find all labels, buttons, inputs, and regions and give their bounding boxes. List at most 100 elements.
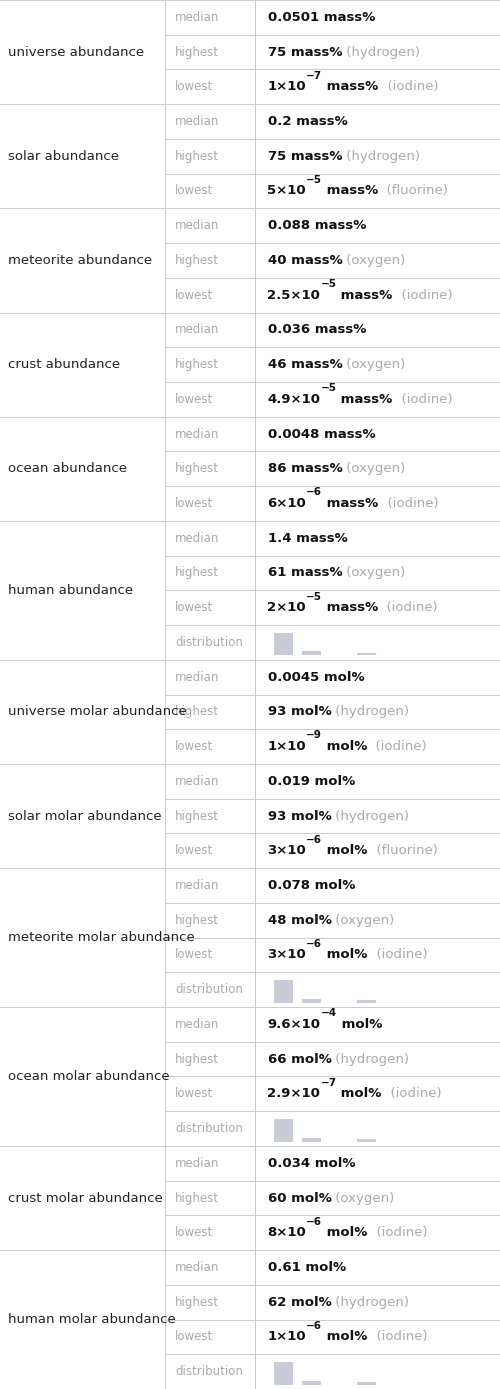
Bar bbox=[302, 1381, 321, 1385]
Text: 6×10: 6×10 bbox=[268, 497, 306, 510]
Text: (iodine): (iodine) bbox=[368, 740, 427, 753]
Text: 93 mol%: 93 mol% bbox=[268, 706, 331, 718]
Text: distribution: distribution bbox=[175, 983, 243, 996]
Bar bbox=[274, 1363, 293, 1385]
Bar bbox=[302, 999, 321, 1003]
Text: (iodine): (iodine) bbox=[382, 1088, 442, 1100]
Text: (iodine): (iodine) bbox=[368, 1331, 427, 1343]
Text: (oxygen): (oxygen) bbox=[342, 358, 406, 371]
Text: lowest: lowest bbox=[175, 185, 214, 197]
Bar bbox=[356, 1382, 376, 1385]
Text: lowest: lowest bbox=[175, 601, 214, 614]
Text: (fluorine): (fluorine) bbox=[368, 845, 438, 857]
Text: median: median bbox=[175, 1261, 220, 1274]
Text: 0.034 mol%: 0.034 mol% bbox=[268, 1157, 355, 1170]
Text: highest: highest bbox=[175, 46, 219, 58]
Text: median: median bbox=[175, 11, 220, 24]
Text: −5: −5 bbox=[320, 279, 336, 289]
Text: (oxygen): (oxygen) bbox=[342, 254, 406, 267]
Text: mass%: mass% bbox=[322, 497, 378, 510]
Bar bbox=[302, 651, 321, 656]
Text: 5×10: 5×10 bbox=[268, 185, 306, 197]
Text: 1×10: 1×10 bbox=[268, 81, 306, 93]
Text: 40 mass%: 40 mass% bbox=[268, 254, 342, 267]
Text: mass%: mass% bbox=[336, 393, 393, 406]
Text: highest: highest bbox=[175, 914, 219, 926]
Text: 0.036 mass%: 0.036 mass% bbox=[268, 324, 366, 336]
Text: 60 mol%: 60 mol% bbox=[268, 1192, 332, 1204]
Text: highest: highest bbox=[175, 1192, 219, 1204]
Bar bbox=[356, 1139, 376, 1142]
Text: highest: highest bbox=[175, 1053, 219, 1065]
Text: lowest: lowest bbox=[175, 949, 214, 961]
Text: (hydrogen): (hydrogen) bbox=[342, 150, 420, 163]
Text: ocean molar abundance: ocean molar abundance bbox=[8, 1070, 169, 1083]
Bar bbox=[356, 653, 376, 656]
Text: −7: −7 bbox=[306, 71, 322, 81]
Text: universe abundance: universe abundance bbox=[8, 46, 143, 58]
Text: 0.019 mol%: 0.019 mol% bbox=[268, 775, 355, 788]
Text: mass%: mass% bbox=[322, 601, 378, 614]
Text: mol%: mol% bbox=[322, 1331, 368, 1343]
Text: lowest: lowest bbox=[175, 1331, 214, 1343]
Text: median: median bbox=[175, 532, 220, 544]
Text: 2.5×10: 2.5×10 bbox=[268, 289, 320, 301]
Text: crust molar abundance: crust molar abundance bbox=[8, 1192, 162, 1204]
Text: 75 mass%: 75 mass% bbox=[268, 150, 342, 163]
Text: lowest: lowest bbox=[175, 393, 214, 406]
Text: ocean abundance: ocean abundance bbox=[8, 463, 126, 475]
Text: median: median bbox=[175, 219, 220, 232]
Text: median: median bbox=[175, 115, 220, 128]
Text: distribution: distribution bbox=[175, 636, 243, 649]
Text: (iodine): (iodine) bbox=[378, 81, 438, 93]
Text: (oxygen): (oxygen) bbox=[342, 463, 406, 475]
Text: median: median bbox=[175, 671, 220, 683]
Text: 0.0045 mol%: 0.0045 mol% bbox=[268, 671, 364, 683]
Text: 0.61 mol%: 0.61 mol% bbox=[268, 1261, 345, 1274]
Text: 9.6×10: 9.6×10 bbox=[268, 1018, 320, 1031]
Text: crust abundance: crust abundance bbox=[8, 358, 119, 371]
Text: median: median bbox=[175, 428, 220, 440]
Text: lowest: lowest bbox=[175, 289, 214, 301]
Text: highest: highest bbox=[175, 254, 219, 267]
Text: 2.9×10: 2.9×10 bbox=[268, 1088, 320, 1100]
Text: mass%: mass% bbox=[322, 185, 378, 197]
Text: highest: highest bbox=[175, 358, 219, 371]
Text: 4.9×10: 4.9×10 bbox=[268, 393, 320, 406]
Text: universe molar abundance: universe molar abundance bbox=[8, 706, 186, 718]
Text: 46 mass%: 46 mass% bbox=[268, 358, 342, 371]
Text: (hydrogen): (hydrogen) bbox=[332, 810, 409, 822]
Text: (hydrogen): (hydrogen) bbox=[332, 1296, 409, 1308]
Text: 0.2 mass%: 0.2 mass% bbox=[268, 115, 347, 128]
Text: −6: −6 bbox=[306, 1321, 322, 1331]
Text: −6: −6 bbox=[306, 1217, 322, 1226]
Text: mol%: mol% bbox=[336, 1018, 382, 1031]
Text: −5: −5 bbox=[306, 592, 322, 601]
Text: median: median bbox=[175, 879, 220, 892]
Text: median: median bbox=[175, 1018, 220, 1031]
Text: 75 mass%: 75 mass% bbox=[268, 46, 342, 58]
Text: −6: −6 bbox=[306, 939, 322, 949]
Text: 93 mol%: 93 mol% bbox=[268, 810, 331, 822]
Text: mol%: mol% bbox=[322, 845, 368, 857]
Text: highest: highest bbox=[175, 1296, 219, 1308]
Text: mass%: mass% bbox=[322, 81, 378, 93]
Text: meteorite molar abundance: meteorite molar abundance bbox=[8, 931, 194, 945]
Text: 62 mol%: 62 mol% bbox=[268, 1296, 331, 1308]
Text: highest: highest bbox=[175, 810, 219, 822]
Text: (iodine): (iodine) bbox=[378, 497, 438, 510]
Text: −7: −7 bbox=[320, 1078, 336, 1088]
Text: median: median bbox=[175, 775, 220, 788]
Text: 1×10: 1×10 bbox=[268, 1331, 306, 1343]
Text: (hydrogen): (hydrogen) bbox=[342, 46, 420, 58]
Text: (oxygen): (oxygen) bbox=[332, 1192, 394, 1204]
Text: −6: −6 bbox=[306, 488, 322, 497]
Text: 1×10: 1×10 bbox=[268, 740, 306, 753]
Text: mol%: mol% bbox=[336, 1088, 382, 1100]
Text: highest: highest bbox=[175, 150, 219, 163]
Text: 2×10: 2×10 bbox=[268, 601, 306, 614]
Text: lowest: lowest bbox=[175, 1226, 214, 1239]
Text: meteorite abundance: meteorite abundance bbox=[8, 254, 152, 267]
Bar bbox=[274, 981, 293, 1003]
Text: (hydrogen): (hydrogen) bbox=[332, 1053, 409, 1065]
